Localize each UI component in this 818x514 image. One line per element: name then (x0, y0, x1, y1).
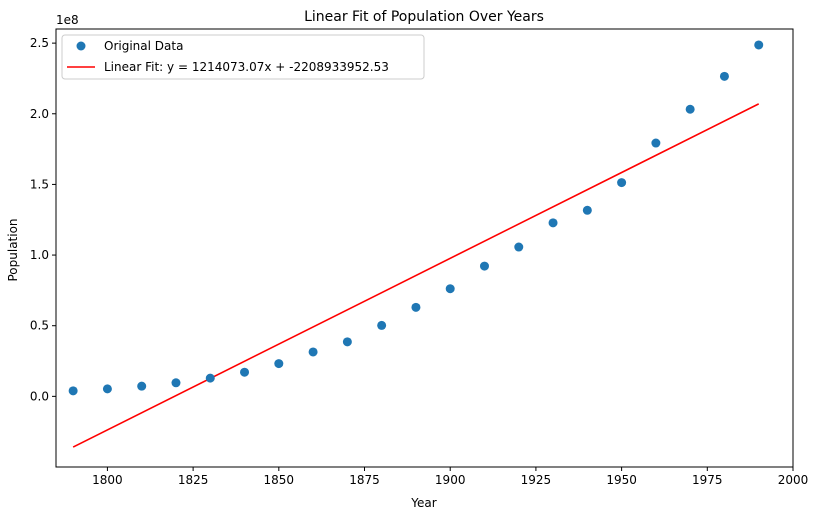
fit-line (72, 103, 760, 448)
x-tick-label: 1925 (521, 473, 552, 487)
data-point (479, 261, 489, 271)
x-tick-label: 1900 (435, 473, 466, 487)
data-point (582, 205, 592, 215)
data-point (617, 178, 627, 188)
x-tick-label: 2000 (778, 473, 809, 487)
data-point (411, 302, 421, 312)
data-point (308, 347, 318, 357)
data-point (274, 359, 284, 369)
plot-background (56, 29, 793, 467)
data-point (651, 138, 661, 148)
y-tick-label: 1.0 (30, 248, 49, 262)
data-point (68, 386, 78, 396)
legend-label: Linear Fit: y = 1214073.07x + -220893395… (104, 60, 389, 74)
y-tick-label: 1.5 (30, 177, 49, 191)
chart-title: Linear Fit of Population Over Years (304, 9, 544, 25)
y-offset-label: 1e8 (56, 13, 79, 27)
x-tick-label: 1875 (349, 473, 380, 487)
data-point (377, 320, 387, 330)
data-point (719, 71, 729, 81)
y-axis-label: Population (6, 218, 20, 281)
data-point (548, 218, 558, 228)
plot-area: 1800 1825 1850 1875 1900 1925 1950 1975 2000 0.0 0… (30, 28, 809, 487)
data-point (137, 381, 147, 391)
data-point (685, 104, 695, 114)
legend: Original Data Linear Fit: y = 1214073.07x… (61, 34, 425, 80)
data-point (102, 384, 112, 394)
legend-label: Original Data (104, 39, 183, 53)
y-tick-label: 0.0 (30, 389, 49, 403)
x-tick-label: 1975 (692, 473, 723, 487)
data-point (342, 337, 352, 347)
data-point (240, 367, 250, 377)
x-tick-label: 1825 (178, 473, 209, 487)
y-tick-label: 2.0 (30, 107, 49, 121)
data-point (514, 242, 524, 252)
x-tick-label: 1950 (606, 473, 637, 487)
legend-box (61, 34, 425, 80)
data-point (205, 373, 215, 383)
data-point (754, 40, 764, 50)
x-tick-label: 1850 (264, 473, 295, 487)
legend-marker-scatter (76, 41, 86, 51)
y-tick-label: 0.5 (30, 319, 49, 333)
y-tick-label: 2.5 (30, 36, 49, 50)
data-point (171, 378, 181, 388)
axes-frame (55, 28, 794, 468)
x-tick-label: 1800 (92, 473, 123, 487)
x-axis-label: Year (410, 496, 436, 510)
data-point (445, 284, 455, 294)
